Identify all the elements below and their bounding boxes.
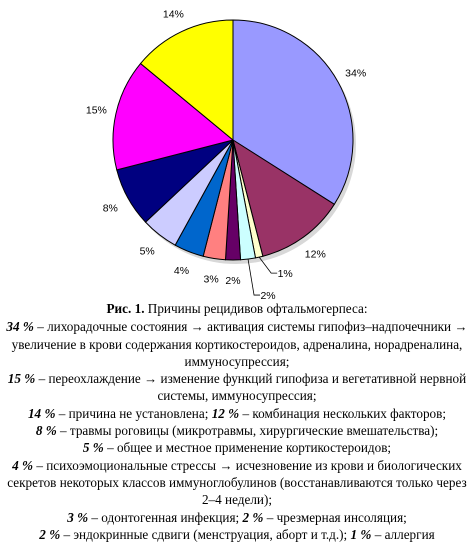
caption-item-pct: 3 % [67, 509, 89, 525]
caption-item: 8 % – травмы роговицы (микротравмы, хиру… [6, 422, 468, 439]
caption-item-text: – эндокринные сдвиги (менструация, аборт… [60, 526, 351, 542]
pie-slice [112, 62, 235, 171]
caption-item-text: – одонтогенная инфекция; [88, 509, 243, 525]
caption-item-pct: 2 % [39, 526, 61, 542]
caption-item-pct: 5 % [82, 440, 104, 456]
pie-slice-label: 3% [204, 273, 219, 285]
pie-slice [232, 138, 336, 257]
caption-item-text: – общее и местное применение кортикостер… [103, 440, 392, 456]
pie-slice [232, 19, 354, 205]
caption-item-text: – чрезмерная инсоляция; [263, 509, 407, 525]
caption-item-text: – комбинация нескольких факторов; [239, 405, 447, 421]
caption-item-text: – травмы роговицы (микротравмы, хирургич… [56, 423, 439, 439]
pie-slice-label: 12% [305, 248, 326, 260]
pie-slice-label: 1% [278, 268, 293, 280]
caption-title-text: Причины рецидивов офтальмогерпеса: [144, 301, 368, 316]
pie-slice [139, 19, 234, 142]
caption-item-pct: 15 % [7, 371, 36, 387]
pie-slice-label: 34% [345, 68, 366, 80]
pie-slice-label: 4% [174, 265, 189, 277]
caption-title: Рис. 1. Причины рецидивов офтальмогерпес… [6, 300, 468, 317]
caption-item: 3 % – одонтогенная инфекция; 2 % – чрезм… [6, 509, 468, 526]
pie-slice-label: 2% [260, 290, 275, 300]
caption-item-text: – переохлаждение → изменение функций гип… [35, 371, 467, 404]
caption-item-pct: 14 % [27, 405, 56, 421]
pie-leader-line [258, 256, 278, 274]
pie-slice-label: 5% [140, 246, 155, 258]
caption-item-text: – причина не установлена; [55, 405, 212, 421]
pie-chart-figure: 34% 12% 1% 2% 2% 3% 4% 5% 8% 15% 14% [86, 8, 366, 300]
pie-slice-label: 8% [103, 202, 118, 214]
caption-item: 2 % – эндокринные сдвиги (менструация, а… [6, 526, 468, 543]
caption-item-pct: 2 % [242, 509, 264, 525]
pie-slice-label: 15% [86, 104, 107, 116]
caption-item-pct: 1 % [350, 526, 372, 542]
caption-item-pct: 34 % [6, 319, 34, 335]
pie-chart: 34%12%1%2%2%3%4%5%8%15%14% [86, 8, 366, 300]
caption-item: 5 % – общее и местное применение кортико… [6, 439, 468, 456]
caption-item: 34 % – лихорадочные состояния → активаци… [6, 318, 468, 370]
caption-item: 14 % – причина не установлена; 12 % – ко… [6, 405, 468, 422]
caption-item-text: – психоэмоциональные стрессы → исчезнове… [7, 457, 467, 508]
caption-label: Рис. 1. [106, 301, 145, 316]
caption-item-pct: 4 % [12, 457, 34, 473]
caption-item-text: – лихорадочные состояния → активация сис… [11, 319, 468, 369]
pie-slice-label: 14% [163, 8, 184, 20]
caption-item: 4 % – психоэмоциональные стрессы → исчез… [6, 457, 468, 509]
pie-leader-line [247, 258, 261, 296]
caption-item: 15 % – переохлаждение → изменение функци… [6, 370, 468, 405]
caption-item-pct: 8 % [35, 423, 57, 439]
caption-item-text: – аллергия [371, 526, 435, 542]
figure-caption: Рис. 1. Причины рецидивов офтальмогерпес… [6, 300, 468, 543]
pie-slice-label: 2% [225, 275, 240, 287]
caption-item-pct: 12 % [211, 405, 240, 421]
